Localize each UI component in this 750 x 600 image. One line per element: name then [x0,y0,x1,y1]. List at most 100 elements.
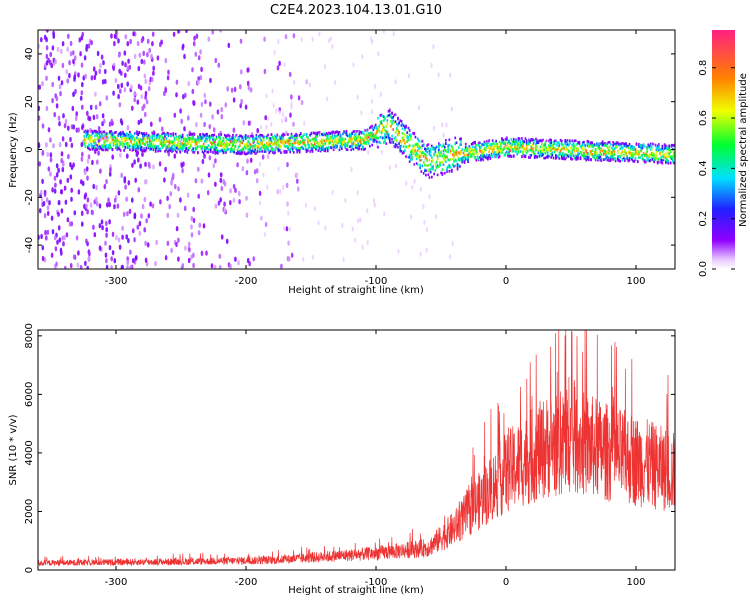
band-cell [135,144,137,148]
noise-cell [136,41,140,47]
band-cell [287,141,289,144]
band-cell [173,141,176,145]
band-cell [658,148,660,152]
noise-cell [371,109,373,115]
band-cell [495,142,497,146]
noise-cell [81,124,84,131]
band-cell [140,146,143,149]
band-cell [99,135,102,138]
noise-cell [234,187,237,193]
band-cell [201,134,204,138]
band-cell [495,155,497,158]
noise-cell [199,75,203,81]
band-cell [180,136,183,139]
band-cell [94,146,96,149]
band-cell [303,140,306,144]
band-cell [650,148,653,152]
band-cell [89,136,91,139]
band-cell [587,156,590,159]
band-cell [205,138,207,141]
noise-cell [285,130,288,136]
band-cell [166,131,169,135]
band-cell [302,147,304,150]
band-cell [163,140,165,143]
band-cell [624,159,626,163]
band-cell [479,149,481,153]
band-cell [261,142,263,145]
band-cell [556,140,558,144]
band-cell [360,131,363,135]
band-cell [185,144,187,147]
band-cell [648,153,651,157]
band-cell [469,155,472,158]
band-cell [452,153,454,157]
band-cell [128,135,130,138]
noise-cell [75,235,79,241]
noise-cell [93,232,97,238]
band-cell [606,142,609,145]
noise-cell [166,75,170,81]
band-cell [213,138,216,141]
band-cell [236,148,239,151]
band-cell [151,134,154,138]
band-cell [240,134,242,138]
band-cell [409,153,412,157]
band-cell [459,152,461,155]
band-cell [371,143,373,147]
band-cell [228,134,231,138]
band-cell [363,132,365,136]
band-cell [639,149,641,153]
noise-cell [108,219,111,225]
band-cell [322,133,324,137]
band-cell [607,152,610,155]
band-cell [476,152,479,156]
band-cell [467,160,469,163]
band-cell [626,144,629,148]
noise-cell [278,109,281,115]
band-cell [398,131,400,134]
band-cell [328,140,330,143]
band-cell [89,139,91,143]
band-cell [180,146,183,150]
noise-cell [69,263,73,269]
band-cell [516,140,519,144]
band-cell [256,141,259,145]
band-cell [610,153,612,156]
band-cell [110,141,113,144]
band-cell [115,138,117,142]
band-cell [443,145,446,149]
band-cell [343,130,345,133]
band-cell [593,143,596,146]
noise-cell [161,126,164,132]
band-cell [267,144,269,147]
noise-cell [204,99,207,105]
band-cell [604,158,606,161]
noise-cell [177,186,180,192]
band-cell [247,148,249,151]
noise-cell [133,91,137,97]
band-cell [345,148,348,151]
band-cell [129,136,131,140]
noise-cell [218,265,222,269]
band-cell [247,135,249,138]
band-cell [613,150,616,153]
noise-cell [141,151,144,157]
band-cell [139,148,142,151]
noise-cell [111,231,115,237]
band-cell [614,159,617,163]
band-cell [402,139,405,142]
band-cell [319,148,322,151]
band-cell [453,155,455,158]
noise-cell [234,256,237,262]
band-cell [590,150,592,153]
band-cell [621,158,624,162]
noise-cell [159,199,162,205]
noise-cell [133,53,137,60]
noise-cell [66,217,70,223]
band-cell [200,147,203,151]
noise-cell [170,247,173,254]
noise-cell [105,179,108,185]
noise-cell [46,151,49,158]
band-cell [94,138,96,141]
band-cell [103,130,106,134]
